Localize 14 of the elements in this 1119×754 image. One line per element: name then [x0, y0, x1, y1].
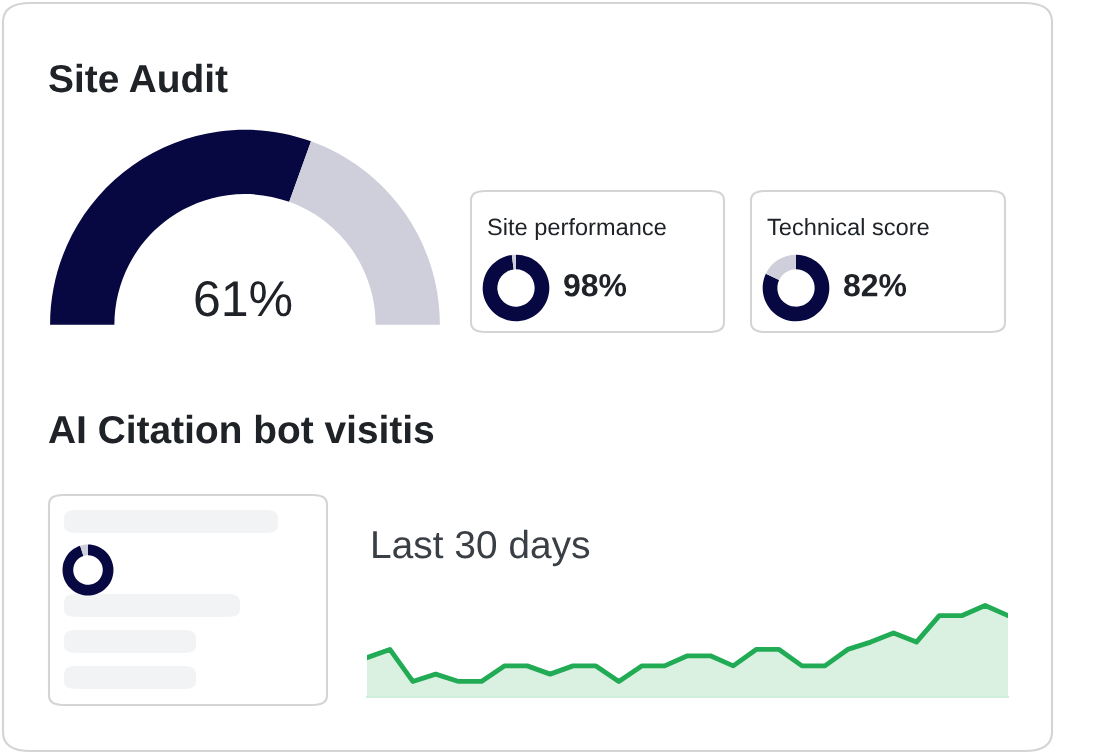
donut-slice: [765, 254, 796, 281]
donut-slice: [762, 254, 830, 322]
chart-title: Site Audit: [49, 63, 228, 93]
chart-subtitle: Last 30 days: [373, 529, 590, 567]
text: 82%: [844, 273, 907, 297]
text: 61%: [195, 281, 292, 317]
text: 98%: [564, 273, 627, 297]
donut-slice: [511, 254, 516, 270]
donut-slice: [62, 544, 114, 596]
chart-title: Technical score: [767, 218, 929, 236]
donut-slice: [80, 544, 88, 556]
donut-slice: [482, 254, 550, 322]
chart-title: Site performance: [488, 218, 666, 240]
text: AI Citation bot visitis: [48, 414, 434, 444]
